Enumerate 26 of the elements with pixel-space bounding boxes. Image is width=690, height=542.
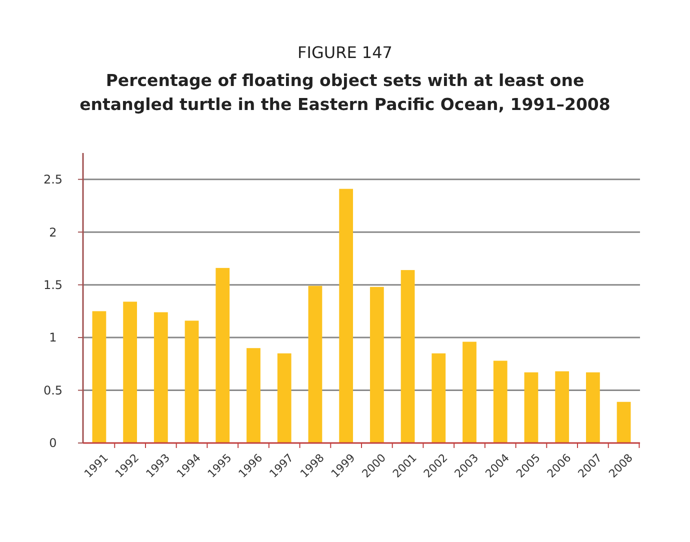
bar — [555, 371, 570, 443]
bar — [400, 270, 415, 443]
bar — [524, 372, 538, 443]
y-tick-label: 1.5 — [43, 278, 63, 292]
bar — [616, 402, 631, 443]
bar — [339, 188, 354, 443]
bar — [154, 312, 168, 443]
bar — [123, 302, 137, 443]
chart-title: FIGURE 147 — [298, 43, 392, 62]
y-tick-label: 1 — [49, 330, 57, 345]
bar — [308, 286, 322, 443]
bar — [277, 353, 292, 443]
y-tick-label: 2.5 — [43, 172, 63, 187]
bar — [493, 360, 508, 443]
bar — [184, 320, 199, 443]
bar — [432, 353, 446, 443]
y-tick-label: 0 — [49, 436, 57, 450]
bar — [246, 348, 260, 443]
chart-subtitle: Percentage of floating object sets with at least one entangled turtle in the Eastern Pacific Ocean, 1991–2008 — [80, 71, 610, 114]
bar — [370, 286, 384, 443]
bar — [92, 311, 106, 443]
y-tick-label: 2 — [49, 225, 57, 240]
bar — [216, 268, 230, 443]
bar — [462, 342, 476, 443]
bar — [586, 372, 600, 443]
y-tick-label: 0.5 — [43, 383, 63, 398]
